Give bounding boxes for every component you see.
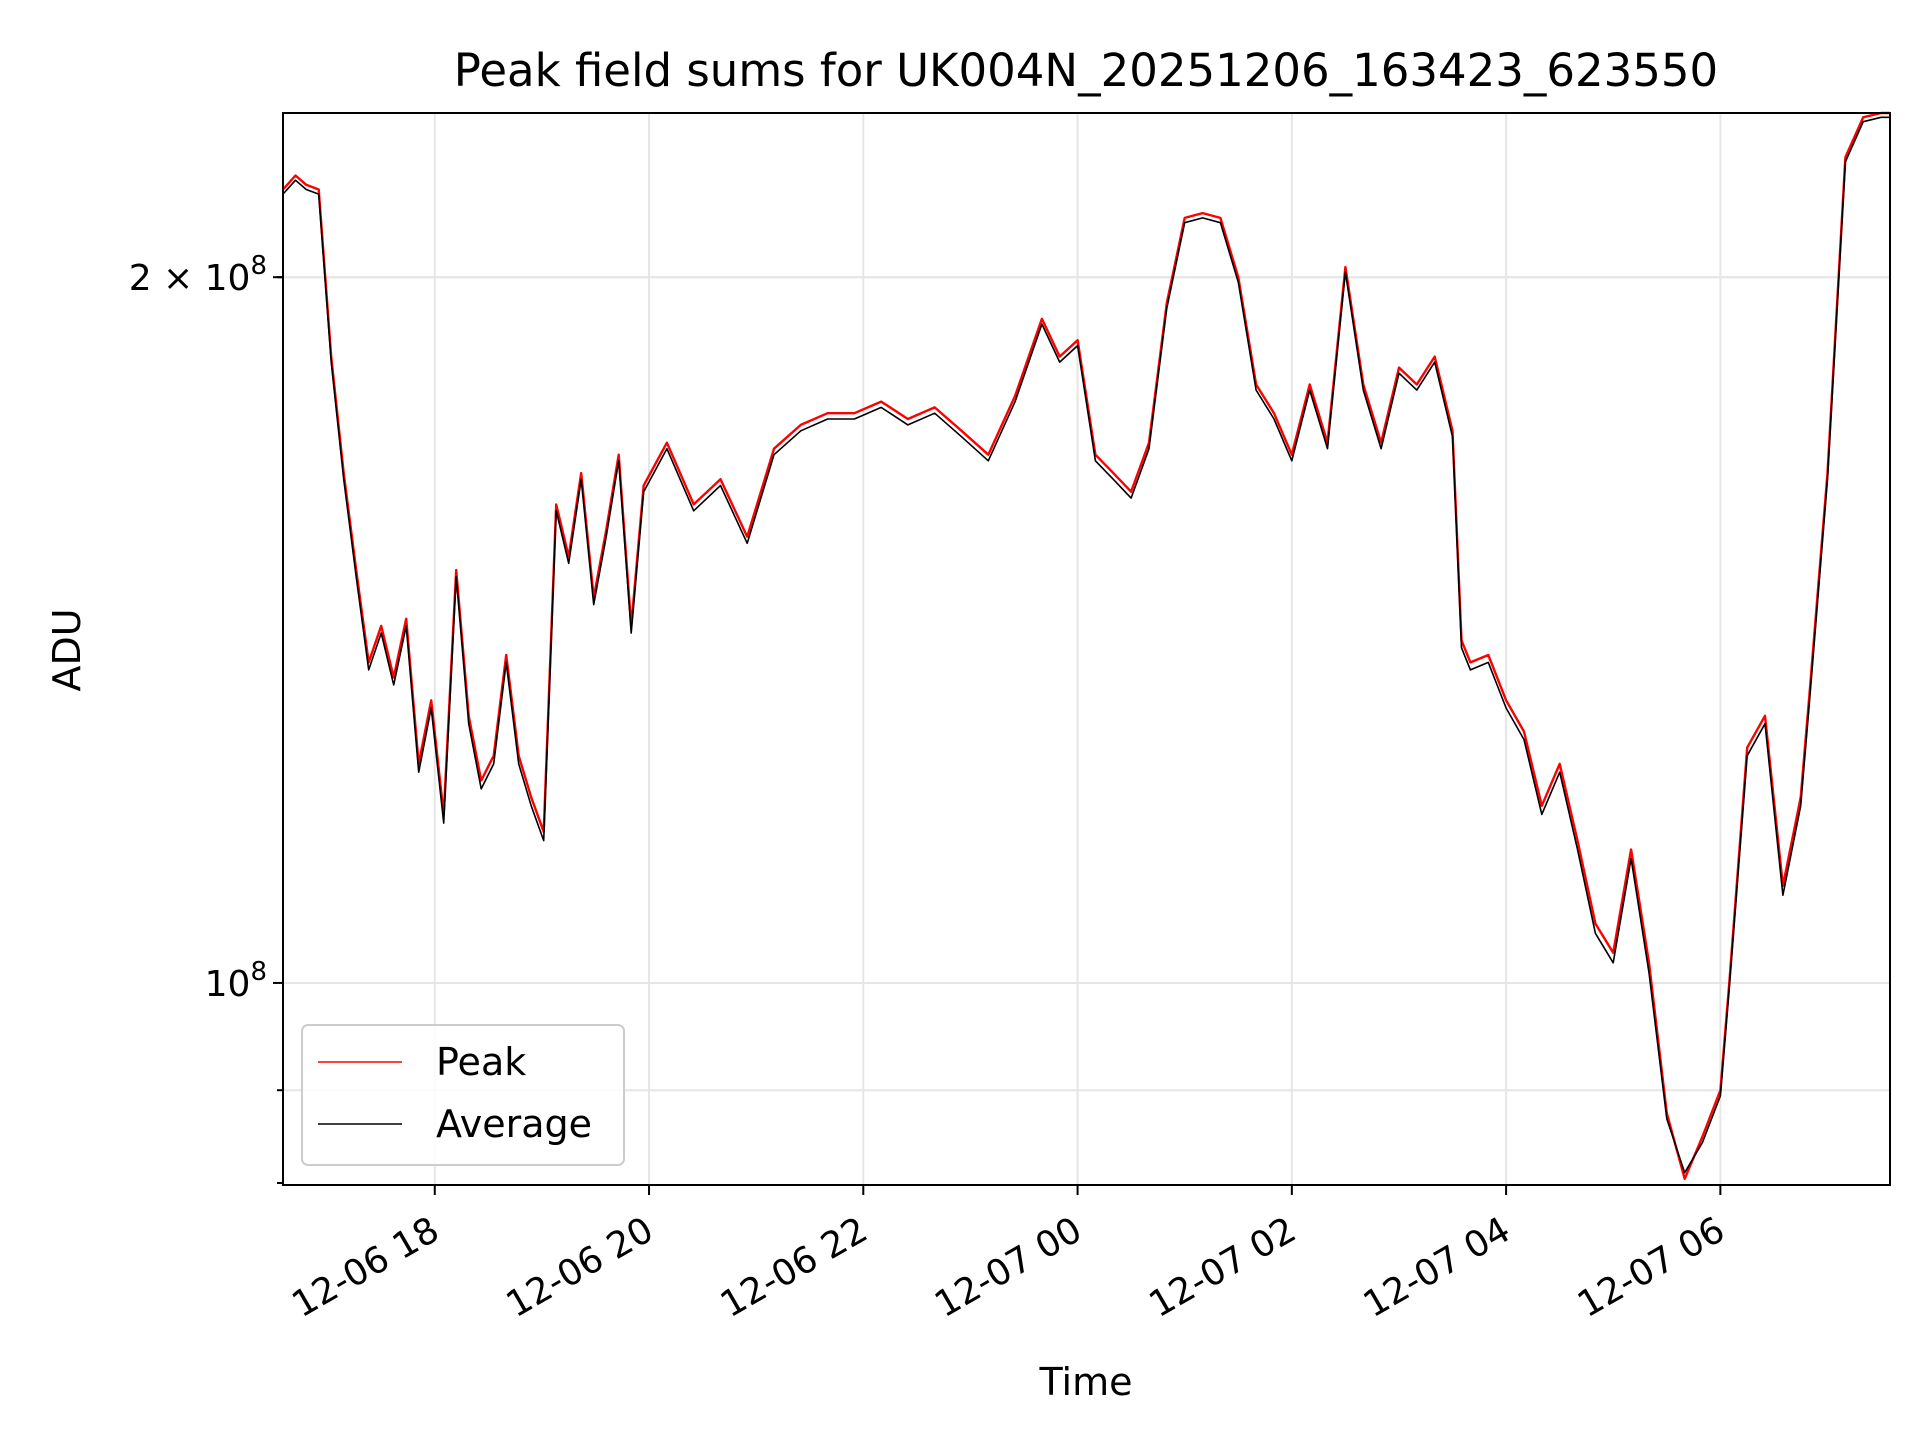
x-tick-label: 12-07 04 [1357,1209,1518,1325]
x-tick-label: 12-06 22 [714,1209,875,1325]
series-line-peak [282,111,1890,1181]
y-axis-label: ADU [45,608,89,691]
legend-box [301,1024,625,1166]
y-tick-label: 2 × 108 [129,251,267,299]
x-tick-label: 12-06 18 [285,1209,446,1325]
legend-label-average: Average [436,1102,592,1146]
plot-frame [282,112,1891,1186]
legend: Peak Average [301,1024,625,1166]
y-tick-label: 108 [205,957,267,1005]
x-axis-label: Time [1039,1360,1133,1404]
x-tick-label: 12-07 06 [1571,1209,1732,1325]
y-ticks: 108 2 × 108 [129,251,283,1184]
legend-label-peak: Peak [436,1040,526,1084]
gridlines [283,113,1890,1185]
x-tick-label: 12-06 20 [500,1209,661,1325]
x-ticks: 12-06 18 12-06 20 12-06 22 12-07 00 12-07 02… [285,1185,1732,1326]
chart-title: Peak field sums for UK004N_20251206_1634… [454,44,1718,97]
series-line-average [282,116,1890,1174]
x-tick-label: 12-07 00 [928,1209,1089,1325]
x-tick-label: 12-07 02 [1142,1209,1303,1325]
series-lines [282,111,1890,1181]
